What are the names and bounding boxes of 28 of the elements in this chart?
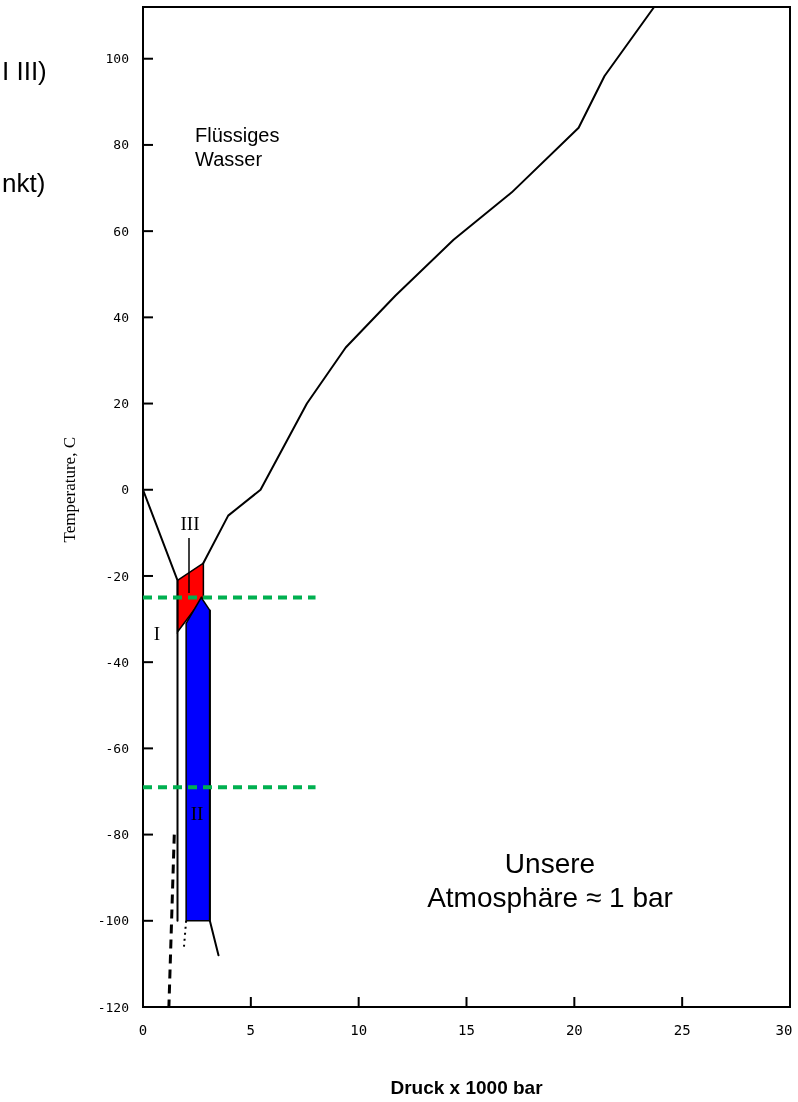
x-tick-label: 25 bbox=[673, 1022, 691, 1038]
annotation: III bbox=[180, 513, 200, 534]
y-tick-label: 40 bbox=[113, 309, 129, 325]
x-tick-label: 10 bbox=[350, 1022, 368, 1038]
y-tick-label: -20 bbox=[105, 568, 129, 584]
text: nkt) bbox=[2, 168, 46, 198]
x-tick-label: 20 bbox=[565, 1022, 583, 1038]
y-tick-label: 0 bbox=[121, 482, 129, 498]
y-tick-label: 60 bbox=[113, 223, 129, 239]
y-axis-title: Temperature, C bbox=[60, 437, 79, 543]
y-tick-label: -40 bbox=[105, 654, 129, 670]
annotation: Unsere Atmosphäre ≈ 1 bar bbox=[427, 848, 673, 913]
x-tick-label: 5 bbox=[246, 1022, 256, 1038]
annotation: I bbox=[153, 623, 161, 644]
x-tick-label: 15 bbox=[458, 1022, 475, 1038]
x-axis-title: Druck x 1000 bar bbox=[390, 1077, 544, 1098]
x-tick-label: 0 bbox=[138, 1022, 148, 1038]
y-tick-label: -120 bbox=[97, 999, 129, 1015]
y-tick-label: 100 bbox=[105, 51, 129, 67]
x-tick-label: 30 bbox=[775, 1022, 793, 1038]
y-tick-label: -80 bbox=[105, 827, 129, 843]
y-tick-label: 80 bbox=[113, 137, 129, 153]
annotation: II bbox=[190, 803, 204, 824]
y-tick-label: -60 bbox=[105, 740, 129, 756]
y-tick-label: 20 bbox=[113, 396, 129, 412]
annotation: Flüssiges Wasser bbox=[195, 124, 280, 170]
y-tick-label: -100 bbox=[97, 913, 129, 929]
text: I III) bbox=[2, 56, 47, 86]
